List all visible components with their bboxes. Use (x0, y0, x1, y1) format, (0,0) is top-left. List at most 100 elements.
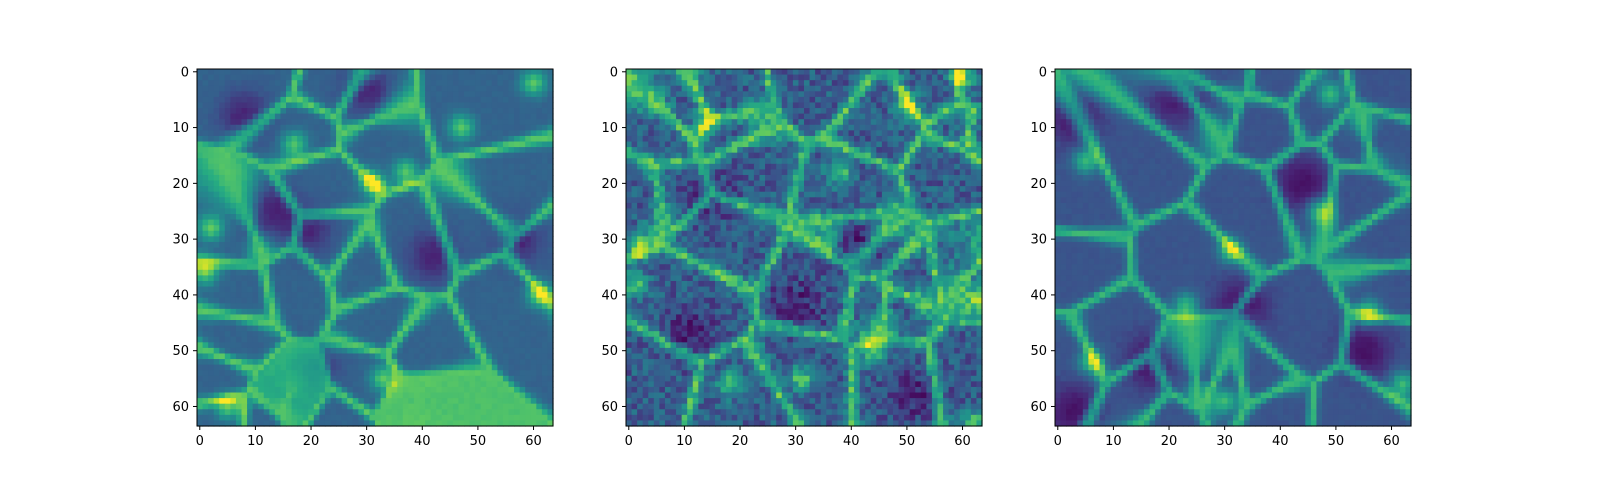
heatmap-cell (386, 169, 393, 176)
heatmap-cell (664, 102, 672, 109)
heatmap-cell (230, 186, 237, 193)
heatmap-cell (397, 169, 404, 176)
heatmap-cell (341, 275, 348, 282)
heatmap-cell (291, 113, 298, 120)
heatmap-cell (514, 331, 521, 338)
heatmap-cell (831, 113, 838, 120)
heatmap-cell (469, 113, 476, 120)
heatmap-cell (324, 264, 332, 271)
heatmap-cell (497, 214, 504, 221)
heatmap-cell (358, 325, 365, 332)
heatmap-cell (386, 409, 393, 416)
heatmap-cell (247, 286, 254, 293)
heatmap-cell (547, 386, 554, 394)
heatmap-cell (514, 158, 521, 165)
heatmap-cell (530, 174, 537, 182)
heatmap-cell (269, 269, 276, 276)
heatmap-cell (441, 364, 448, 371)
heatmap-cell (230, 214, 237, 221)
heatmap-cell (213, 236, 220, 243)
heatmap-cell (436, 197, 443, 204)
heatmap-cell (308, 141, 315, 148)
heatmap-cell (347, 113, 354, 120)
heatmap-cell (219, 130, 226, 137)
heatmap-cell (391, 275, 398, 282)
heatmap-cell (469, 241, 476, 249)
heatmap-cell (464, 414, 471, 422)
heatmap-cell (391, 375, 398, 382)
heatmap-cell (286, 214, 293, 221)
heatmap-cell (408, 269, 415, 276)
heatmap-cell (352, 275, 359, 282)
heatmap-cell (347, 191, 354, 198)
heatmap-cell (480, 180, 487, 187)
heatmap-cell (530, 113, 537, 120)
heatmap-cell (419, 336, 426, 343)
heatmap-cell (224, 180, 231, 187)
heatmap-cell (363, 308, 371, 316)
heatmap-cell (408, 180, 415, 187)
heatmap-cell (241, 353, 248, 360)
heatmap-cell (347, 130, 354, 137)
heatmap-cell (308, 85, 315, 92)
heatmap-cell (441, 253, 448, 260)
heatmap-cell (358, 403, 365, 410)
heatmap-cell (386, 286, 393, 293)
heatmap-cell (274, 381, 282, 388)
heatmap-cell (519, 208, 526, 215)
heatmap-cell (464, 85, 471, 92)
heatmap-cell (336, 381, 343, 388)
heatmap-cell (475, 96, 482, 104)
heatmap-cell (536, 414, 543, 422)
heatmap-cell (386, 336, 393, 343)
heatmap-cell (324, 119, 332, 126)
heatmap-cell (408, 386, 415, 394)
heatmap-cell (308, 409, 315, 416)
heatmap-cell (402, 202, 409, 210)
heatmap-cell (475, 169, 482, 176)
heatmap-cell (547, 202, 554, 210)
heatmap-cell (541, 135, 549, 143)
heatmap-cell (208, 130, 215, 137)
heatmap-cell (319, 414, 326, 422)
heatmap-cell (358, 130, 365, 137)
heatmap-cell (324, 403, 332, 410)
heatmap-cell (458, 80, 465, 87)
heatmap-cell (452, 325, 460, 332)
heatmap-cell (274, 258, 282, 265)
heatmap-cell (519, 219, 526, 226)
heatmap-cell (208, 135, 215, 143)
heatmap-cell (931, 96, 939, 104)
heatmap-cell (502, 247, 510, 254)
heatmap-cell (848, 130, 855, 137)
heatmap-cell (219, 169, 226, 176)
heatmap-cell (208, 308, 215, 316)
heatmap-cell (224, 286, 231, 293)
heatmap-cell (497, 264, 504, 271)
heatmap-cell (508, 102, 515, 109)
heatmap-cell (330, 124, 337, 131)
heatmap-cell (258, 392, 265, 399)
heatmap-cell (469, 91, 476, 98)
heatmap-cell (408, 214, 415, 221)
heatmap-cell (369, 219, 376, 226)
heatmap-cell (765, 130, 772, 137)
heatmap-cell (197, 96, 204, 104)
heatmap-cell (436, 96, 443, 104)
heatmap-cell (347, 280, 354, 288)
heatmap-cell (776, 124, 783, 131)
heatmap-cell (681, 102, 688, 109)
heatmap-cell (480, 386, 487, 394)
heatmap-cell (330, 91, 337, 98)
heatmap-cell (731, 124, 738, 131)
heatmap-cell (247, 353, 254, 360)
heatmap-cell (375, 414, 382, 422)
heatmap-cell (197, 124, 204, 131)
heatmap-cell (720, 141, 727, 148)
heatmap-cell (959, 74, 966, 81)
heatmap-cell (263, 297, 270, 304)
heatmap-cell (252, 152, 259, 159)
heatmap-cell (659, 102, 666, 109)
heatmap-cell (447, 398, 454, 405)
heatmap-cell (475, 69, 482, 76)
